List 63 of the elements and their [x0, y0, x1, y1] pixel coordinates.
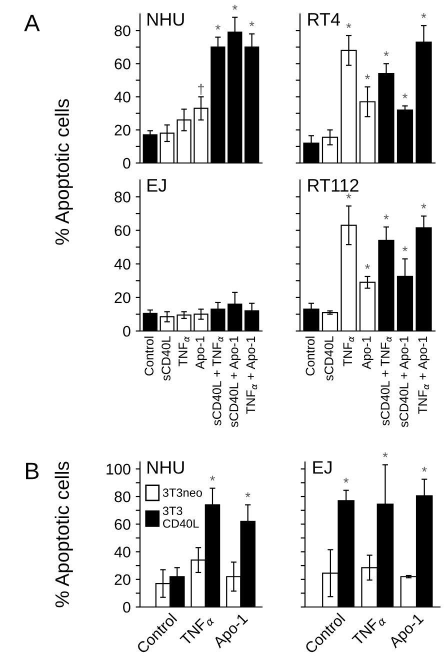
y-tick-label: 80 [114, 25, 130, 36]
y-tick-label: 40 [114, 92, 130, 102]
x-tick-label: TNF$_{α}$ + Apo-1 [418, 336, 430, 414]
x-tick-label: sCD40L [324, 336, 334, 381]
x-tick-label: sCD40L + TNF$_{α}$ [380, 336, 392, 426]
x-tick-label: TNF$_{α}$ [352, 612, 387, 648]
x-tick-label: Apo-1 [196, 336, 207, 370]
annotation: * [365, 74, 370, 80]
chart-title: RT112 [308, 178, 358, 192]
x-tick-label: Control [144, 336, 154, 376]
annotation: * [249, 21, 254, 26]
y-tick-label: 100 [106, 464, 130, 475]
chart-title: NHU [148, 13, 184, 26]
annotation: * [421, 204, 426, 209]
annotation: * [402, 93, 408, 98]
chart-title: EJ [313, 461, 332, 474]
y-tick-label: 60 [114, 519, 130, 530]
x-tick-label: Apo-1 [362, 336, 374, 370]
annotation: * [210, 476, 215, 481]
annotation: * [384, 214, 389, 220]
y-tick-label: 40 [114, 546, 130, 558]
annotation: * [215, 24, 220, 30]
annotation: * [384, 51, 389, 56]
text: B [26, 462, 39, 480]
annotation: * [344, 478, 349, 483]
legend-label: 3T3 CD40L [162, 506, 199, 528]
annotation: † [198, 84, 204, 95]
x-tick-label: Control [305, 336, 315, 376]
x-tick-label: sCD40L [162, 336, 170, 381]
chart-title: EJ [148, 179, 166, 192]
annotation: * [346, 194, 352, 198]
y-tick-label: 0 [123, 602, 130, 613]
x-tick-label: sCD40L + Apo-1 [400, 336, 411, 428]
y-tick-label: 80 [114, 491, 130, 502]
annotation: * [402, 246, 408, 252]
annotation: * [421, 13, 426, 18]
x-tick-label: TNF$_{α}$ [178, 336, 190, 366]
legend-label: 3T3neo [162, 488, 202, 497]
y-axis-title: % Apoptotic cells [54, 99, 73, 245]
x-tick-label: TNF$_{α}$ + Apo-1 [246, 336, 258, 414]
x-tick-label: sCD40L + Apo-1 [229, 336, 241, 428]
annotation: * [422, 466, 427, 472]
y-tick-label: 20 [114, 574, 130, 586]
x-tick-label: TNF$_{α}$ [180, 612, 215, 648]
annotation: * [382, 452, 388, 458]
y-tick-label: 20 [114, 292, 130, 304]
y-tick-label: 0 [123, 326, 130, 337]
annotation: * [365, 264, 370, 269]
x-tick-label: TNF$_{α}$ [343, 336, 354, 366]
y-tick-label: 60 [114, 58, 130, 70]
annotation: * [346, 23, 352, 28]
y-tick-label: 40 [114, 258, 130, 270]
x-tick-label: sCD40L + TNF$_{α}$ [212, 336, 224, 426]
annotation: * [245, 492, 250, 498]
y-tick-label: 20 [114, 124, 130, 136]
y-tick-label: 60 [114, 225, 130, 236]
chart-title: RT4 [308, 13, 340, 26]
chart-title: NHU [148, 461, 184, 474]
annotation: * [232, 4, 238, 10]
y-axis-title: % Apoptotic cells [54, 462, 73, 608]
y-tick-label: 0 [123, 158, 130, 169]
text: A [24, 14, 40, 32]
y-tick-label: 80 [114, 192, 130, 202]
